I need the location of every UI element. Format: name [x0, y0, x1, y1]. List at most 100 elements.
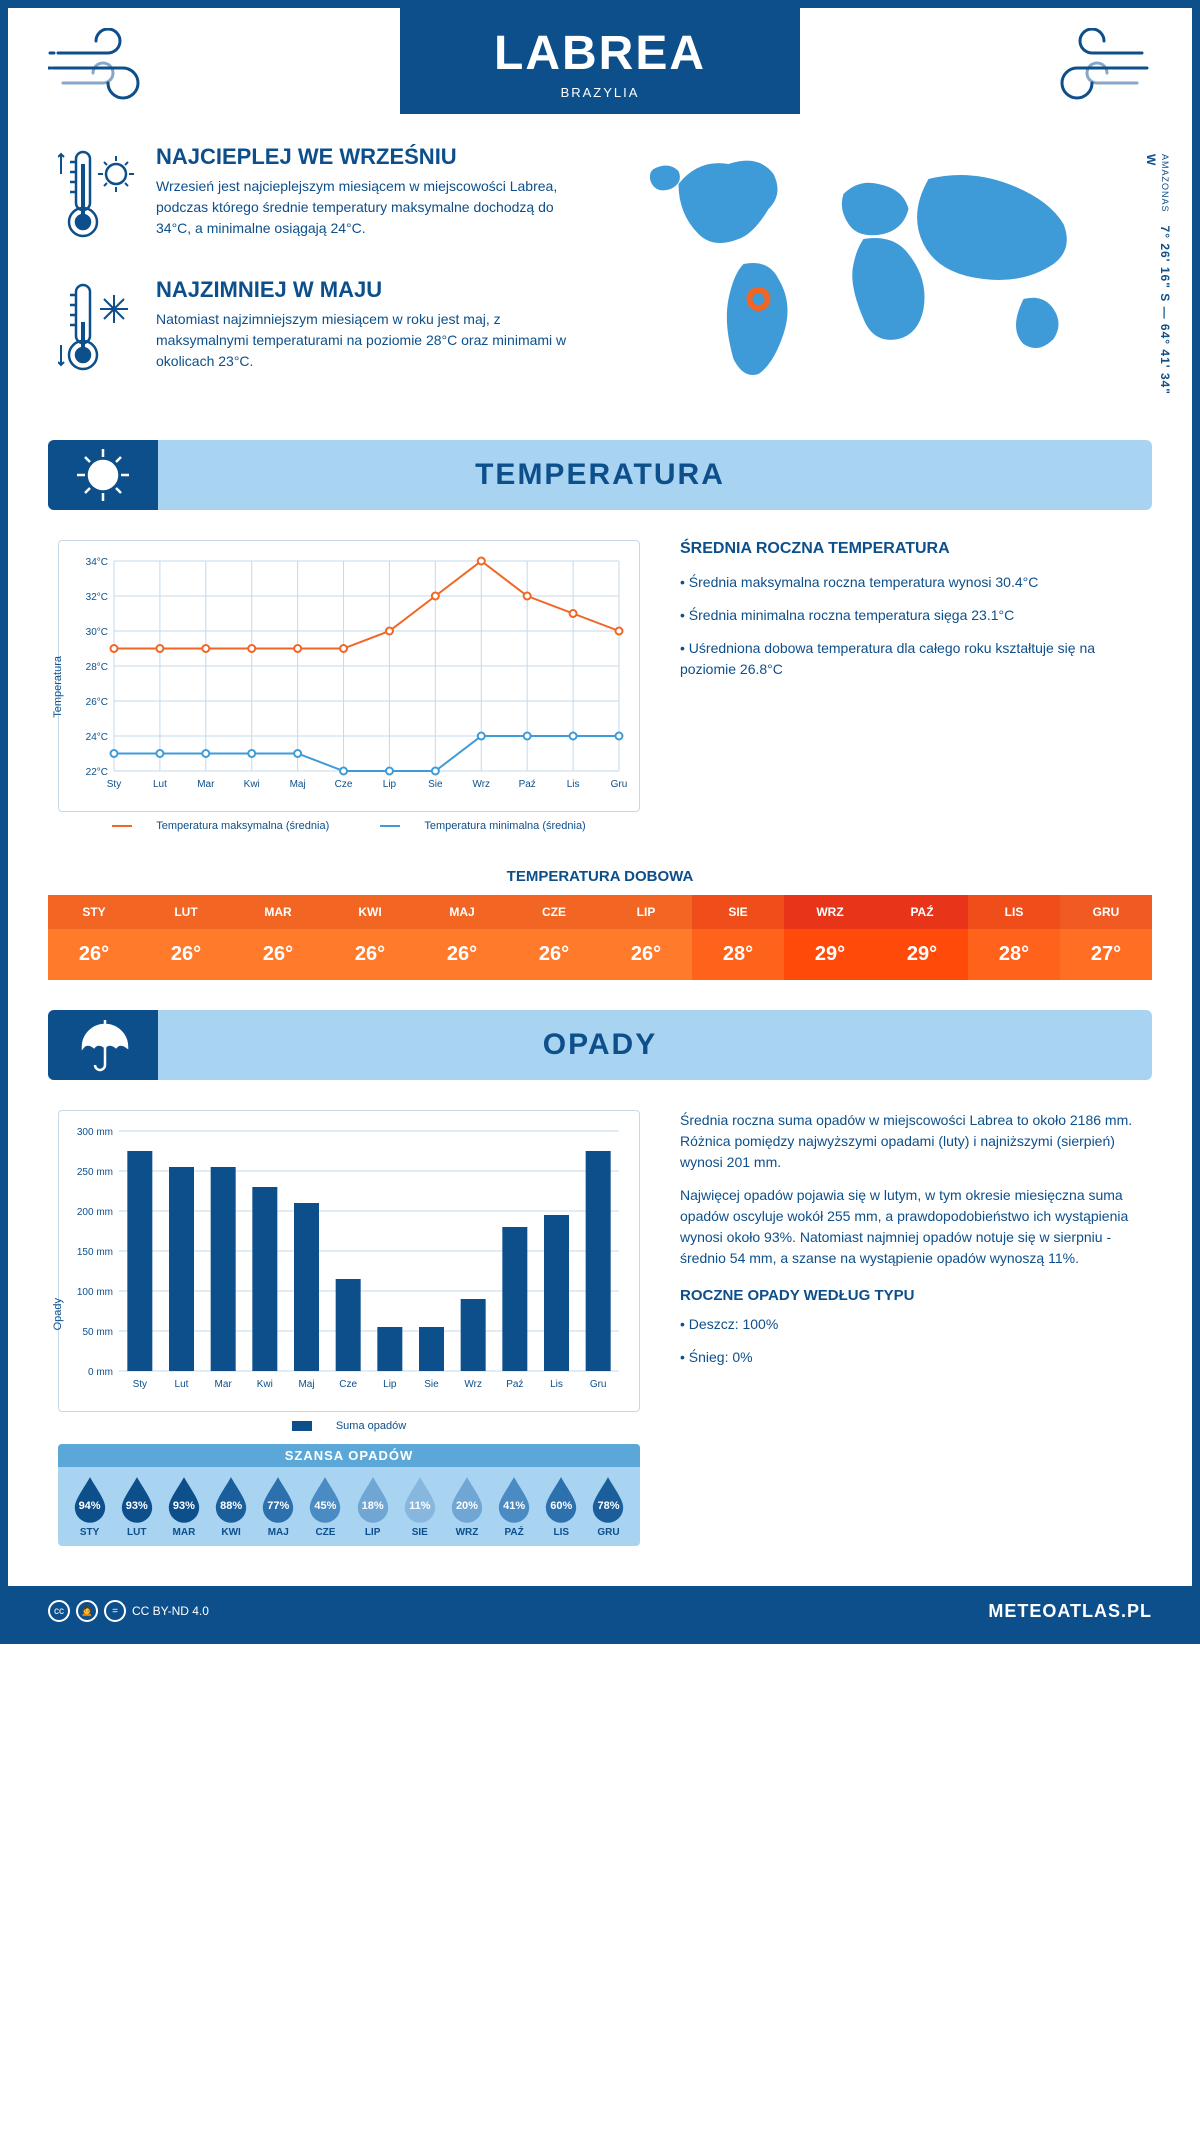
chance-pct: 11%	[401, 1500, 439, 1512]
temp-legend: Temperatura maksymalna (średnia) Tempera…	[58, 820, 640, 832]
daily-month: STY	[48, 895, 140, 929]
svg-text:Kwi: Kwi	[257, 1379, 273, 1390]
page-title: LABREA	[480, 26, 720, 81]
chance-month: MAJ	[255, 1527, 302, 1538]
precipitation-row: Opady 0 mm50 mm100 mm150 mm200 mm250 mm3…	[8, 1090, 1192, 1566]
legend-max: Temperatura maksymalna (średnia)	[100, 820, 341, 832]
svg-text:300 mm: 300 mm	[77, 1127, 113, 1138]
drop-icon: 41%	[495, 1475, 533, 1523]
daily-value: 29°	[784, 929, 876, 980]
chance-pct: 41%	[495, 1500, 533, 1512]
cc-icon: cc	[48, 1600, 70, 1622]
license: cc 🙍 = CC BY-ND 4.0	[48, 1600, 209, 1622]
svg-text:Kwi: Kwi	[244, 779, 260, 790]
svg-text:Cze: Cze	[335, 779, 353, 790]
chance-pct: 88%	[212, 1500, 250, 1512]
chance-pct: 78%	[589, 1500, 627, 1512]
coldest-desc: Natomiast najzimniejszym miesiącem w rok…	[156, 309, 585, 372]
chance-month: LIP	[349, 1527, 396, 1538]
coldest-text: NAJZIMNIEJ W MAJU Natomiast najzimniejsz…	[156, 277, 585, 382]
sun-icon	[48, 440, 158, 510]
chance-pct: 20%	[448, 1500, 486, 1512]
avg-temp-title: ŚREDNIA ROCZNA TEMPERATURA	[680, 540, 1142, 558]
coordinates: AMAZONAS 7° 26' 16" S — 64° 41' 34" W	[1144, 154, 1172, 410]
temperature-chart: 22°C24°C26°C28°C30°C32°C34°CStyLutMarKwi…	[58, 540, 640, 812]
map-column: AMAZONAS 7° 26' 16" S — 64° 41' 34" W	[615, 144, 1142, 410]
daily-month: MAJ	[416, 895, 508, 929]
page: LABREA BRAZYLIA	[0, 0, 1200, 1644]
precipitation-banner: OPADY	[48, 1010, 1152, 1080]
line-chart: 22°C24°C26°C28°C30°C32°C34°CStyLutMarKwi…	[69, 551, 629, 801]
svg-text:150 mm: 150 mm	[77, 1247, 113, 1258]
chance-cell: 45% CZE	[302, 1475, 349, 1538]
svg-text:32°C: 32°C	[86, 592, 108, 603]
drop-icon: 94%	[71, 1475, 109, 1523]
intro-section: NAJCIEPLEJ WE WRZEŚNIU Wrzesień jest naj…	[8, 114, 1192, 430]
chance-pct: 18%	[354, 1500, 392, 1512]
daily-value: 26°	[48, 929, 140, 980]
license-text: CC BY-ND 4.0	[132, 1604, 209, 1618]
daily-value: 26°	[508, 929, 600, 980]
precip-type: ROCZNE OPADY WEDŁUG TYPU • Deszcz: 100% …	[680, 1287, 1142, 1368]
title-banner: LABREA BRAZYLIA	[400, 8, 800, 114]
svg-text:Wrz: Wrz	[464, 1379, 482, 1390]
wind-icon-right	[1032, 8, 1152, 108]
thermometer-sun-icon	[58, 144, 138, 249]
lat: 7° 26' 16" S	[1158, 226, 1172, 303]
svg-text:Maj: Maj	[290, 779, 306, 790]
svg-text:0 mm: 0 mm	[88, 1367, 113, 1378]
temperature-banner: TEMPERATURA	[48, 440, 1152, 510]
precipitation-summary: Średnia roczna suma opadów w miejscowośc…	[680, 1110, 1142, 1546]
daily-value: 26°	[416, 929, 508, 980]
svg-text:50 mm: 50 mm	[82, 1327, 113, 1338]
svg-text:34°C: 34°C	[86, 557, 108, 568]
svg-text:Paź: Paź	[506, 1379, 523, 1390]
by-icon: 🙍	[76, 1600, 98, 1622]
legend-min: Temperatura minimalna (średnia)	[368, 820, 597, 832]
svg-text:Sty: Sty	[107, 779, 121, 790]
drop-icon: 45%	[306, 1475, 344, 1523]
chance-title: SZANSA OPADÓW	[58, 1444, 640, 1467]
svg-text:Sie: Sie	[424, 1379, 439, 1390]
svg-text:Lip: Lip	[383, 1379, 397, 1390]
svg-text:Maj: Maj	[298, 1379, 314, 1390]
warmest-desc: Wrzesień jest najcieplejszym miesiącem w…	[156, 176, 585, 239]
chance-cell: 93% LUT	[113, 1475, 160, 1538]
chance-month: SIE	[396, 1527, 443, 1538]
svg-text:Cze: Cze	[339, 1379, 357, 1390]
avg-temp-b3: • Uśredniona dobowa temperatura dla całe…	[680, 638, 1142, 680]
precip-type-title: ROCZNE OPADY WEDŁUG TYPU	[680, 1287, 1142, 1304]
chance-month: WRZ	[443, 1527, 490, 1538]
chance-pct: 77%	[259, 1500, 297, 1512]
chance-cell: 41% PAŹ	[491, 1475, 538, 1538]
daily-month: LIS	[968, 895, 1060, 929]
drop-icon: 88%	[212, 1475, 250, 1523]
svg-text:100 mm: 100 mm	[77, 1287, 113, 1298]
daily-month: SIE	[692, 895, 784, 929]
chance-pct: 45%	[306, 1500, 344, 1512]
svg-text:250 mm: 250 mm	[77, 1167, 113, 1178]
svg-text:24°C: 24°C	[86, 732, 108, 743]
wind-icon-left	[48, 8, 168, 108]
precip-p1: Średnia roczna suma opadów w miejscowośc…	[680, 1110, 1142, 1173]
precipitation-title: OPADY	[158, 1028, 1152, 1062]
coldest-title: NAJZIMNIEJ W MAJU	[156, 277, 585, 303]
daily-value: 28°	[692, 929, 784, 980]
chance-cell: 77% MAJ	[255, 1475, 302, 1538]
chance-month: GRU	[585, 1527, 632, 1538]
daily-month: WRZ	[784, 895, 876, 929]
temperature-chart-wrap: Temperatura 22°C24°C26°C28°C30°C32°C34°C…	[58, 540, 640, 832]
daily-value: 26°	[232, 929, 324, 980]
bar-chart: 0 mm50 mm100 mm150 mm200 mm250 mm300 mmS…	[69, 1121, 629, 1401]
chance-cell: 93% MAR	[160, 1475, 207, 1538]
svg-text:Lis: Lis	[567, 779, 580, 790]
temp-ylabel: Temperatura	[52, 656, 64, 718]
temperature-summary: ŚREDNIA ROCZNA TEMPERATURA • Średnia mak…	[680, 540, 1142, 832]
svg-text:Sie: Sie	[428, 779, 443, 790]
daily-month: PAŹ	[876, 895, 968, 929]
warmest-title: NAJCIEPLEJ WE WRZEŚNIU	[156, 144, 585, 170]
chance-month: KWI	[208, 1527, 255, 1538]
daily-month: KWI	[324, 895, 416, 929]
svg-text:30°C: 30°C	[86, 627, 108, 638]
temperature-row: Temperatura 22°C24°C26°C28°C30°C32°C34°C…	[8, 520, 1192, 852]
